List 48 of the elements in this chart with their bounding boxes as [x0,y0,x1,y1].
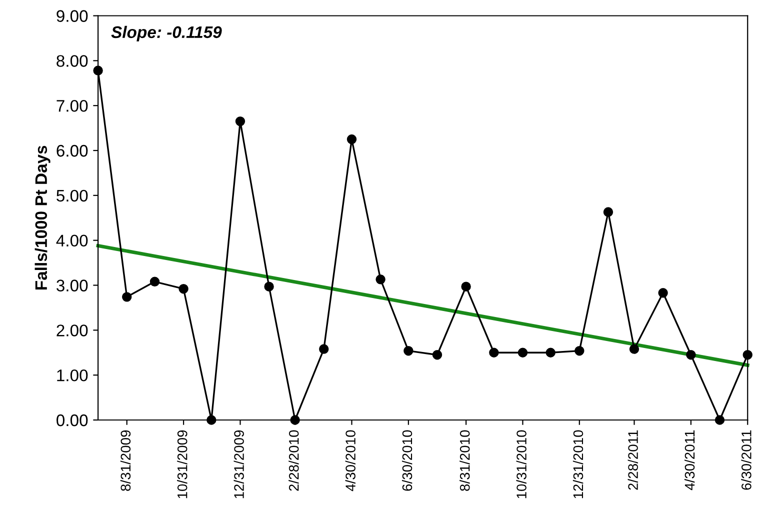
point [432,350,442,360]
y-tick-label: 9.00 [56,10,88,22]
y-tick-label: 0.00 [56,414,88,426]
point [319,344,329,354]
x-tick-label: 8/31/2010 [460,430,470,491]
point [546,348,556,358]
x-tick-label: 6/30/2010 [402,430,412,491]
point [489,348,499,358]
x-tick-label: 6/30/2011 [741,430,752,490]
x-tick-label: 2/28/2010 [288,430,299,491]
point [150,276,160,287]
point [742,350,752,360]
point [658,288,668,298]
x-tick-label: 12/31/2010 [572,430,584,498]
point [235,116,246,126]
point [178,284,188,294]
point [264,282,274,292]
point [93,66,103,76]
x-tick-label: 4/30/2010 [345,430,356,492]
point [346,134,357,144]
y-tick-label: 1.00 [57,369,88,382]
point [404,346,414,356]
x-tick-label: 8/31/2009 [120,430,131,491]
point [376,274,386,284]
x-tick-label: 10/31/2010 [516,430,526,498]
point [686,350,696,360]
y-tick-label: 7.00 [56,100,88,112]
y-axis-title: Falls/1000 Pt Days [34,146,50,290]
y-tick-label: 3.00 [56,280,88,292]
point [714,415,725,425]
x-tick-label: 4/30/2011 [684,430,695,490]
point [518,348,528,358]
point [574,346,584,356]
x-tick-label: 10/31/2009 [177,430,188,498]
x-tick-label: 12/31/2009 [234,430,244,498]
y-tick-label: 2.00 [56,324,88,336]
annotation: Slope: -0.1159 [111,26,222,42]
y-tick-label: 6.00 [56,144,88,157]
y-tick-label: 8.00 [56,55,88,67]
point [206,415,216,425]
y-tick-label: 5.00 [56,190,88,202]
y-tick-label: 4.00 [56,234,88,247]
point [603,207,614,217]
x-tick-label: 2/28/2011 [628,430,638,490]
point [629,344,640,354]
point [461,282,471,292]
point [290,415,300,425]
point [122,292,132,302]
